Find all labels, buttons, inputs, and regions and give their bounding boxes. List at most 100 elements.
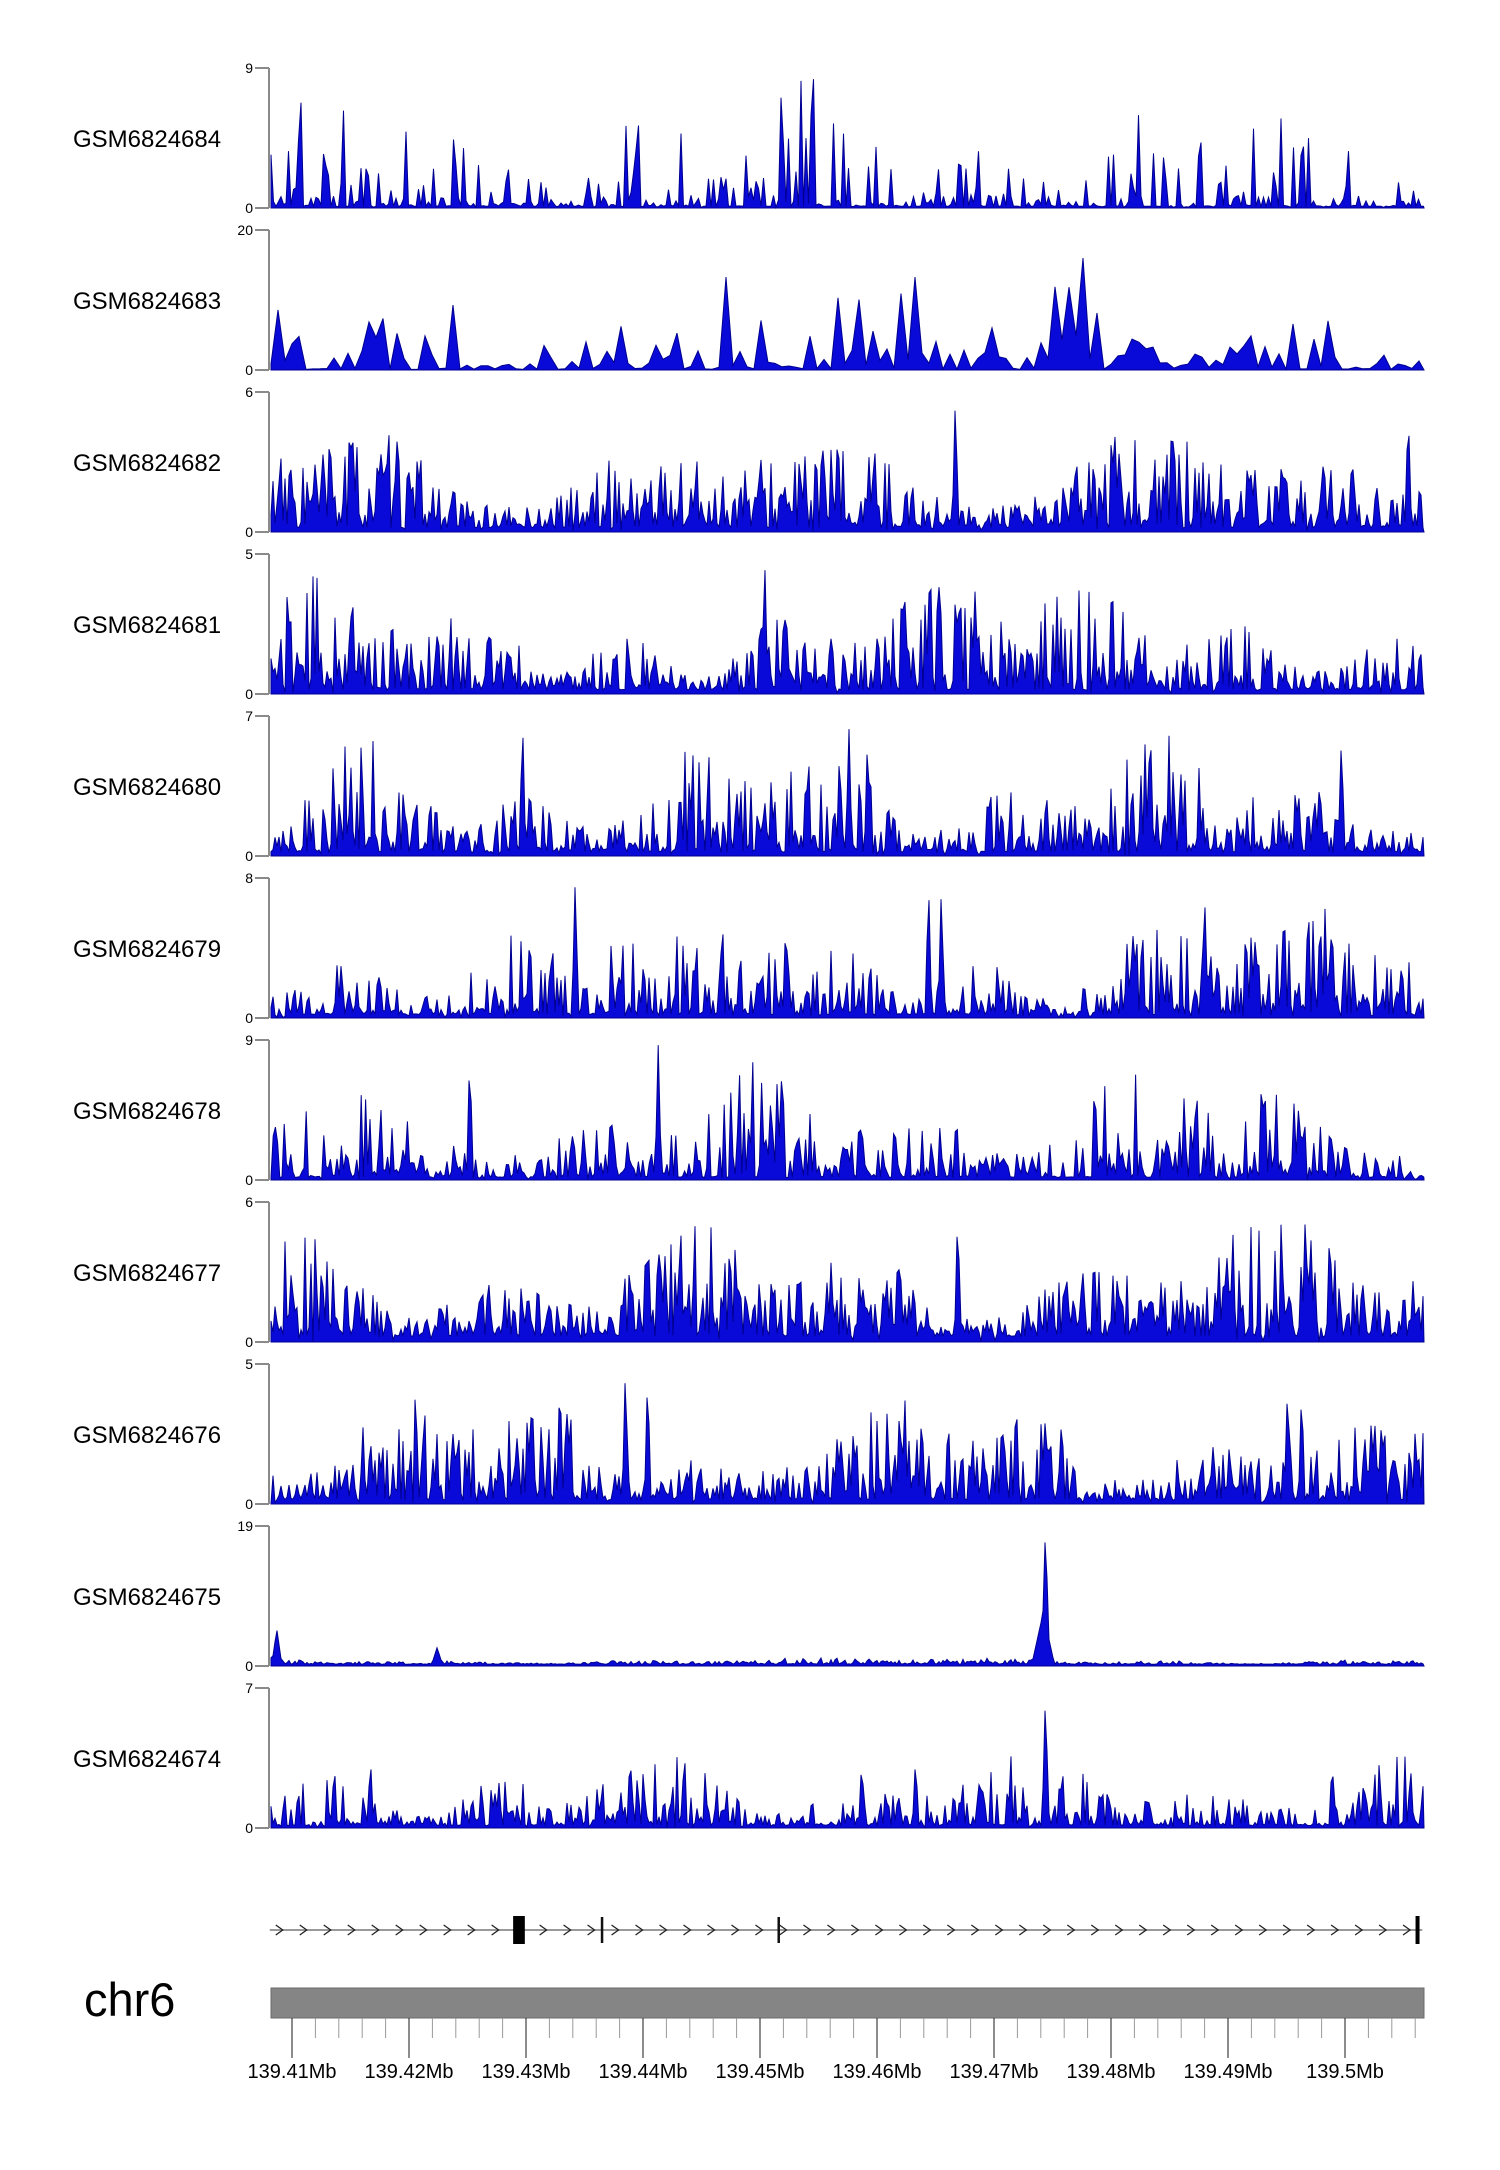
transcript-end-bar	[1415, 1916, 1420, 1944]
chromosome-label: chr6	[84, 1973, 176, 2026]
strand-direction-arrow	[323, 1924, 332, 1936]
ymax-label: 20	[237, 222, 253, 238]
strand-direction-arrow	[1354, 1924, 1364, 1936]
ymax-label: 7	[245, 1680, 253, 1696]
track-row: GSM6824682 6 0	[73, 384, 1425, 540]
strand-direction-arrow	[1042, 1924, 1052, 1936]
zero-label: 0	[245, 200, 253, 216]
track-label: GSM6824683	[73, 288, 221, 315]
strand-direction-arrow	[659, 1924, 668, 1936]
strand-direction-arrow	[563, 1924, 572, 1936]
strand-direction-arrow	[491, 1924, 500, 1936]
zero-label: 0	[245, 1172, 253, 1188]
ruler-label: 139.45Mb	[716, 2061, 805, 2083]
coverage-signal	[270, 410, 1425, 533]
strand-direction-arrow	[443, 1924, 452, 1936]
ruler-label: 139.43Mb	[482, 2061, 571, 2083]
coverage-signal	[270, 1224, 1425, 1343]
ymax-label: 6	[245, 1194, 253, 1210]
zero-label: 0	[245, 362, 253, 378]
strand-direction-arrow	[922, 1924, 932, 1936]
strand-direction-arrow	[1378, 1924, 1388, 1936]
coverage-signal	[270, 1710, 1425, 1829]
coverage-signal	[270, 257, 1425, 371]
ruler-label: 139.42Mb	[365, 2061, 454, 2083]
zero-label: 0	[245, 1334, 253, 1350]
strand-direction-arrow	[467, 1924, 476, 1936]
track-row: GSM6824677 6 0	[73, 1194, 1425, 1350]
ruler-label: 139.49Mb	[1184, 2061, 1273, 2083]
coverage-signal	[270, 1542, 1425, 1667]
strand-direction-arrow	[395, 1924, 404, 1936]
track-row: GSM6824683 20 0	[73, 222, 1425, 378]
strand-direction-arrow	[347, 1924, 356, 1936]
ymax-label: 19	[237, 1518, 253, 1534]
track-label: GSM6824678	[73, 1098, 221, 1125]
strand-direction-arrow	[1066, 1924, 1076, 1936]
strand-direction-arrow	[875, 1924, 884, 1936]
ruler-label: 139.48Mb	[1067, 2061, 1156, 2083]
strand-direction-arrow	[1186, 1924, 1196, 1936]
strand-direction-arrow	[1090, 1924, 1100, 1936]
strand-direction-arrow	[851, 1924, 860, 1936]
chromosome-ruler: 139.41Mb 139.42Mb 139.43Mb 139.44Mb 139.45Mb…	[248, 1987, 1425, 2083]
track-label: GSM6824682	[73, 450, 221, 477]
track-label: GSM6824677	[73, 1260, 221, 1287]
gene-model-track	[269, 1916, 1423, 1944]
strand-direction-arrow	[731, 1924, 740, 1936]
coverage-signal	[270, 570, 1425, 695]
strand-direction-arrow	[827, 1924, 836, 1936]
chromosome-bar	[270, 1987, 1425, 2019]
track-label: GSM6824680	[73, 774, 221, 801]
track-label: GSM6824674	[73, 1746, 221, 1773]
track-row: GSM6824675 19 0	[73, 1518, 1425, 1674]
strand-direction-arrow	[1138, 1924, 1148, 1936]
coverage-signal	[270, 887, 1425, 1019]
strand-direction-arrow	[899, 1924, 908, 1936]
strand-direction-arrow	[587, 1924, 596, 1936]
strand-direction-arrow	[611, 1924, 620, 1936]
track-row: GSM6824678 9 0	[73, 1032, 1425, 1188]
zero-label: 0	[245, 1010, 253, 1026]
strand-direction-arrow	[803, 1924, 812, 1936]
strand-direction-arrow	[539, 1924, 548, 1936]
track-row: GSM6824679 8 0	[73, 870, 1425, 1026]
ymax-label: 8	[245, 870, 253, 886]
ruler-label: 139.46Mb	[833, 2061, 922, 2083]
coverage-signal	[270, 729, 1425, 857]
strand-direction-arrow	[683, 1924, 692, 1936]
track-row: GSM6824676 5 0	[73, 1356, 1425, 1512]
strand-direction-arrow	[755, 1924, 764, 1936]
ymax-label: 9	[245, 1032, 253, 1048]
strand-direction-arrow	[970, 1924, 980, 1936]
exon-thin-mark	[777, 1917, 780, 1943]
strand-direction-arrow	[1258, 1924, 1268, 1936]
strand-direction-arrow	[299, 1924, 308, 1936]
strand-direction-arrow	[635, 1924, 644, 1936]
zero-label: 0	[245, 848, 253, 864]
strand-direction-arrow	[1234, 1924, 1244, 1936]
strand-direction-arrow	[1306, 1924, 1316, 1936]
strand-direction-arrow	[1018, 1924, 1028, 1936]
exon-box	[513, 1916, 525, 1944]
ymax-label: 5	[245, 1356, 253, 1372]
track-label: GSM6824684	[73, 126, 221, 153]
ymax-label: 5	[245, 546, 253, 562]
strand-direction-arrow	[371, 1924, 380, 1936]
track-row: GSM6824674 7 0	[73, 1680, 1425, 1836]
track-label: GSM6824681	[73, 612, 221, 639]
strand-direction-arrow	[275, 1924, 284, 1936]
track-row: GSM6824680 7 0	[73, 708, 1425, 864]
ruler-label: 139.47Mb	[950, 2061, 1039, 2083]
strand-direction-arrow	[994, 1924, 1004, 1936]
track-row: GSM6824684 9 0	[73, 60, 1425, 216]
strand-direction-arrow	[1114, 1924, 1124, 1936]
zero-label: 0	[245, 1496, 253, 1512]
zero-label: 0	[245, 1658, 253, 1674]
ruler-label: 139.41Mb	[248, 2061, 337, 2083]
coverage-signal	[270, 1383, 1425, 1505]
strand-direction-arrow	[1282, 1924, 1292, 1936]
zero-label: 0	[245, 686, 253, 702]
ruler-label: 139.44Mb	[599, 2061, 688, 2083]
